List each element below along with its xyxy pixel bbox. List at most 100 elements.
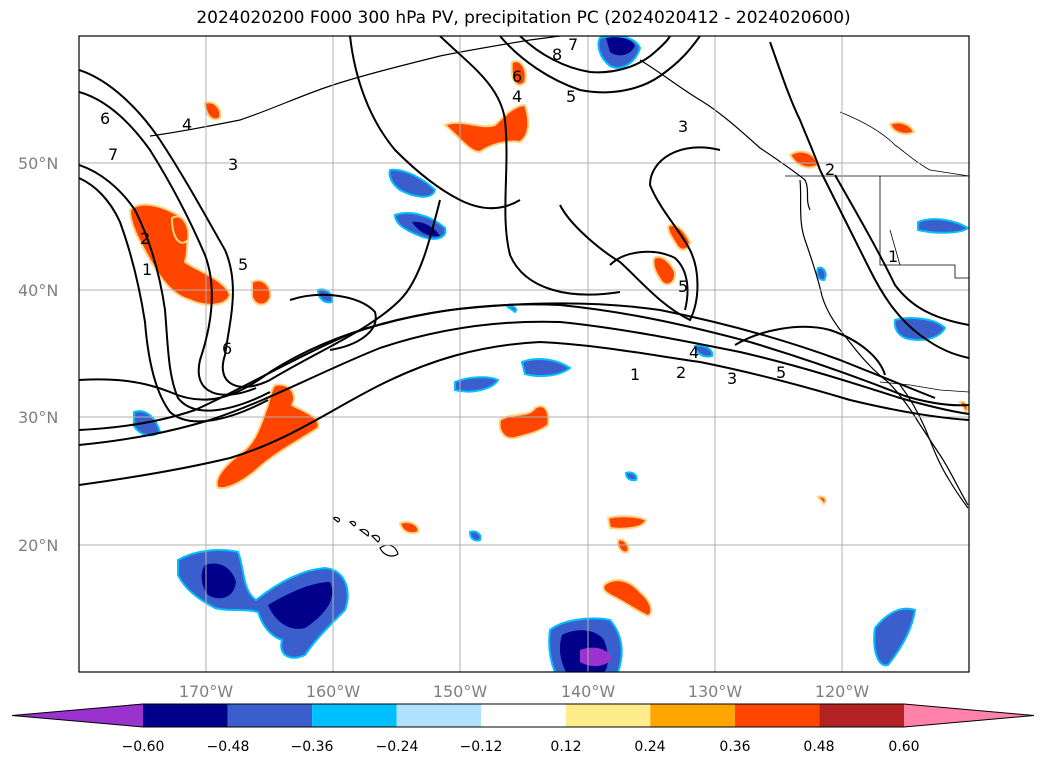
colorbar-swatch (481, 704, 566, 727)
lat-tick-label: 30°N (18, 408, 58, 427)
pv-contour-label: 1 (888, 247, 898, 266)
negative-anomaly-area (468, 530, 482, 542)
positive-anomaly-area (170, 215, 190, 244)
positive-anomaly-area (128, 203, 232, 306)
pv-contour-line (79, 340, 969, 486)
negative-anomaly-area (454, 376, 500, 393)
colorbar-tick-label: 0.24 (634, 739, 665, 755)
negative-anomaly-area (412, 221, 440, 237)
pv-contour-line (609, 250, 689, 311)
negative-anomaly-area (201, 563, 236, 599)
pv-contour-line (79, 91, 257, 396)
colorbar-swatch (396, 704, 482, 727)
positive-anomaly-area (816, 495, 827, 506)
positive-anomaly-area (398, 521, 420, 535)
colorbar-tick-label: −0.60 (122, 739, 165, 755)
pv-contour-line (349, 36, 521, 210)
hawaii-island (348, 520, 357, 527)
longitude-labels: 170°W 160°W 150°W 140°W 130°W 120°W (179, 682, 870, 701)
pv-contour-line (439, 36, 621, 296)
lat-tick-label: 40°N (18, 281, 58, 300)
colorbar-swatch (819, 704, 904, 727)
lon-tick-label: 150°W (433, 682, 488, 701)
latitude-labels: 20°N 30°N 40°N 50°N (18, 154, 58, 555)
colorbar-tick-label: −0.24 (376, 739, 419, 755)
alaska-panhandle-coastline (639, 59, 811, 211)
state-border (879, 176, 969, 279)
pv-contour-line (734, 325, 886, 376)
negative-anomaly-area (816, 266, 827, 282)
negative-anomaly-area (873, 607, 917, 667)
lat-tick-label: 50°N (18, 154, 58, 173)
precip-anomaly-layer (128, 36, 969, 672)
pv-contour-label: 7 (108, 145, 118, 164)
colorbar-tick-label: 0.12 (550, 739, 581, 755)
pv-contour-line (769, 41, 821, 171)
colorbar-swatch (312, 704, 397, 727)
pv-contour-label: 6 (512, 67, 522, 86)
colorbar-tick-labels: −0.60 −0.48 −0.36 −0.24 −0.12 0.12 0.24 … (122, 739, 920, 755)
north-american-west-coastline (799, 179, 969, 506)
hawaii-island (370, 534, 381, 543)
map-frame (78, 35, 970, 673)
pv-contour-label: 2 (825, 160, 835, 179)
positive-anomaly-area (606, 515, 648, 530)
state-border (839, 111, 969, 177)
positive-anomaly-area (203, 101, 222, 121)
colorbar-tick-label: −0.48 (207, 739, 250, 755)
negative-anomaly-area (520, 358, 572, 377)
lon-tick-label: 160°W (306, 682, 361, 701)
negative-anomaly-area (624, 471, 638, 482)
negative-anomaly-area (505, 305, 518, 314)
positive-anomaly-area (215, 383, 320, 490)
pv-contour-label: 3 (228, 155, 238, 174)
colorbar-swatch (734, 704, 820, 727)
colorbar-tick-label: −0.36 (291, 739, 334, 755)
pv-contour-line (559, 146, 721, 322)
positive-anomaly-area (443, 103, 530, 154)
lon-tick-label: 170°W (179, 682, 234, 701)
pv-contour-label: 1 (142, 260, 152, 279)
pv-contour-label: 7 (568, 35, 578, 54)
pv-contour-label: 3 (678, 117, 688, 136)
colorbar-swatch (904, 704, 1034, 727)
colorbar-swatch (650, 704, 735, 727)
pv-contour-label: 6 (100, 109, 110, 128)
alaska-aleutian-coastline (149, 36, 561, 137)
pv-contour-line (519, 36, 671, 74)
negative-anomaly-area (606, 37, 635, 56)
pv-contour-line (79, 302, 936, 401)
lon-tick-label: 120°W (815, 682, 870, 701)
positive-anomaly-area (666, 224, 692, 251)
lat-tick-label: 20°N (18, 536, 58, 555)
positive-anomaly-area (616, 538, 630, 554)
negative-anomaly-area (693, 344, 714, 358)
hawaii-island (331, 516, 341, 523)
map-title: 2024020200 F000 300 hPa PV, precipitatio… (196, 8, 851, 28)
baja-california-coastline (899, 384, 969, 509)
pv-contour-line (79, 164, 271, 412)
pv-contour-label: 5 (238, 255, 248, 274)
negative-anomaly-area (917, 218, 969, 234)
colorbar-tick-label: 0.60 (888, 739, 919, 755)
colorbar-segments (11, 703, 1035, 728)
gridlines (79, 36, 969, 672)
lon-tick-label: 130°W (688, 682, 743, 701)
pv-contour-label: 5 (678, 277, 688, 296)
pv-contour-line (819, 169, 969, 359)
pv-contour-line (79, 177, 269, 423)
us-mexico-border (879, 381, 969, 393)
pv-contour-label: 4 (182, 115, 192, 134)
pv-contour-line (79, 69, 441, 388)
negative-anomaly-area (388, 168, 437, 198)
pv-contour-label: 4 (512, 87, 522, 106)
pv-contour-label: 2 (140, 229, 150, 248)
pv-contour-label: 6 (222, 339, 232, 358)
pv-contour-labels: 6 7 4 3 2 1 5 6 8 7 5 6 4 3 2 1 5 1 2 3 … (100, 35, 898, 388)
colorbar-tick-label: 0.48 (803, 739, 834, 755)
pv-contour-label: 4 (689, 343, 699, 362)
pv-contour-label: 1 (630, 365, 640, 384)
colorbar-swatch (227, 704, 313, 727)
lon-tick-label: 140°W (561, 682, 616, 701)
